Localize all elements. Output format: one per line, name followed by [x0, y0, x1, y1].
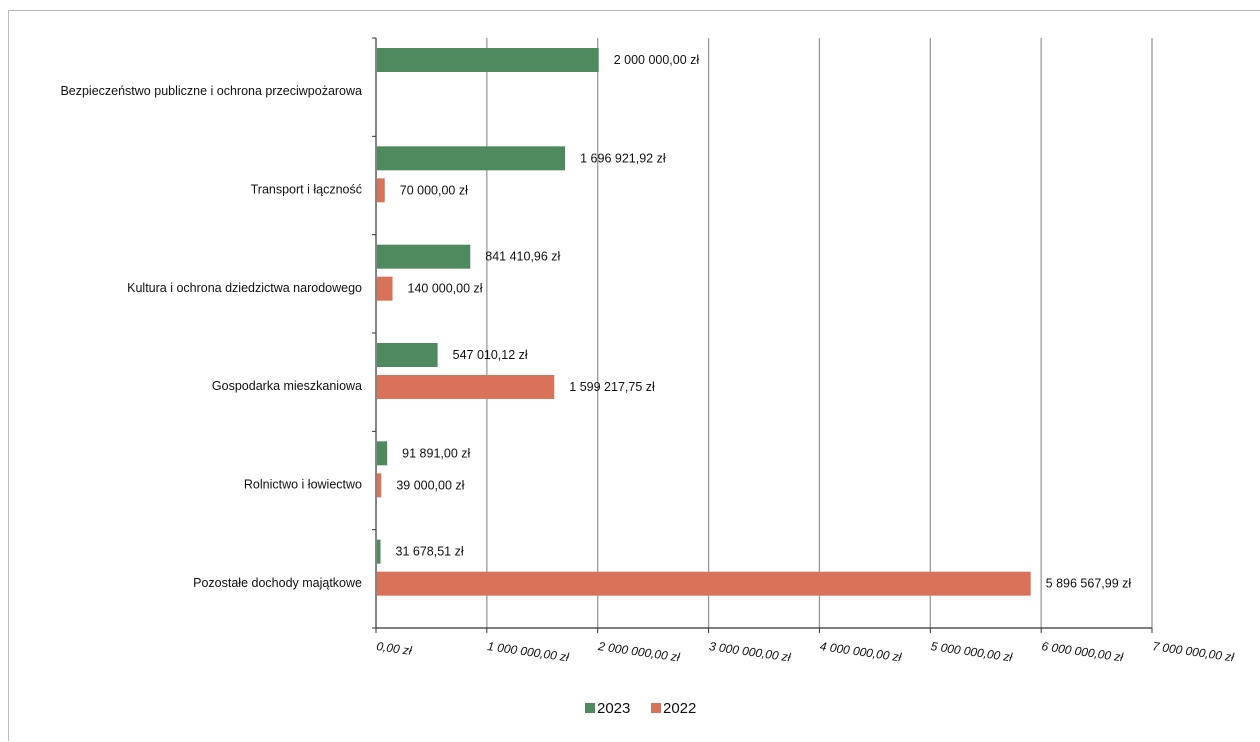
category-label: Transport i łączność [251, 183, 362, 197]
x-tick-label: 0,00 zł [376, 639, 413, 658]
value-label-2022-1: 70 000,00 zł [400, 183, 468, 197]
bar-2023-0 [377, 48, 599, 72]
bar-2023-5 [377, 539, 381, 564]
legend: 2023 2022 [585, 700, 696, 717]
x-tick-label: 2 000 000,00 zł [596, 639, 681, 664]
bar-2023-3 [377, 343, 438, 367]
category-label: Pozostałe dochody majątkowe [193, 576, 362, 590]
x-tick-label: 7 000 000,00 zł [1152, 639, 1236, 664]
bar-2023-2 [377, 244, 471, 269]
value-label-2022-5: 5 896 567,99 zł [1046, 577, 1132, 591]
category-label: Rolnictwo i łowiectwo [244, 478, 362, 492]
value-label-2022-4: 39 000,00 zł [396, 478, 464, 492]
value-label-2023-5: 31 678,51 zł [396, 545, 464, 559]
value-label-2022-2: 140 000,00 zł [408, 282, 483, 296]
bar-2022-1 [377, 178, 385, 203]
x-tick-label: 4 000 000,00 zł [819, 639, 903, 664]
x-tick-label: 3 000 000,00 zł [708, 639, 792, 664]
bars [377, 48, 1031, 596]
bar-2022-3 [377, 375, 555, 399]
bar-2022-2 [377, 276, 393, 301]
category-label: Kultura i ochrona dziedzictwa narodowego [127, 281, 362, 295]
data-labels: 2 000 000,00 zł 1 696 921,92 zł 70 000,00 … [396, 53, 1132, 591]
chart-frame [8, 10, 1260, 741]
category-label: Gospodarka mieszkaniowa [212, 379, 362, 393]
legend-swatch-2022 [651, 703, 661, 713]
legend-label-2023: 2023 [597, 700, 630, 717]
bar-2022-4 [377, 473, 382, 498]
value-label-2023-2: 841 410,96 zł [485, 250, 560, 264]
category-labels: Bezpieczeństwo publiczne i ochrona przec… [60, 84, 362, 590]
bar-2023-1 [377, 146, 566, 171]
value-label-2023-3: 547 010,12 zł [453, 348, 528, 362]
x-tick-label: 5 000 000,00 zł [930, 639, 1014, 664]
x-tick-labels: 0,00 zł 1 000 000,00 zł 2 000 000,00 zł 3 0… [376, 639, 1236, 664]
grid-lines [486, 38, 1153, 628]
axes [372, 37, 1153, 633]
legend-swatch-2023 [585, 703, 595, 713]
legend-label-2022: 2022 [663, 700, 696, 717]
value-label-2023-4: 91 891,00 zł [402, 446, 470, 460]
x-tick-label: 1 000 000,00 zł [486, 639, 570, 664]
x-tick-label: 6 000 000,00 zł [1041, 639, 1125, 664]
bar-2022-5 [377, 571, 1031, 596]
bar-2023-4 [377, 441, 388, 466]
value-label-2023-1: 1 696 921,92 zł [580, 151, 666, 165]
category-label: Bezpieczeństwo publiczne i ochrona przec… [60, 84, 362, 98]
value-label-2022-3: 1 599 217,75 zł [569, 380, 655, 394]
value-label-2023-0: 2 000 000,00 zł [614, 53, 700, 67]
